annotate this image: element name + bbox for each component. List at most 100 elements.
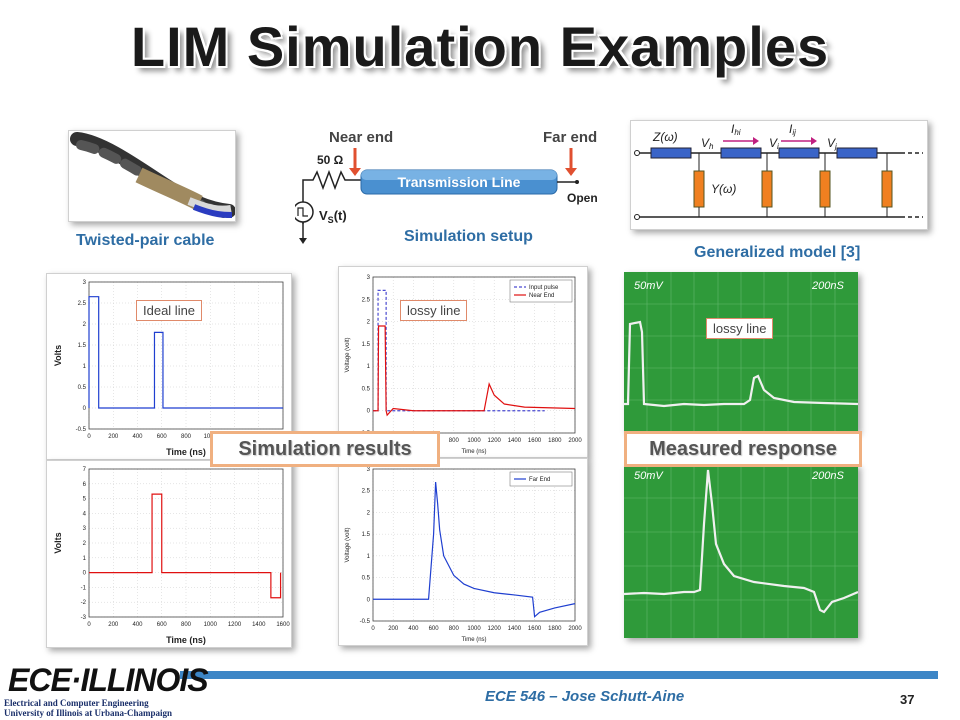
y-tick-label: 2: [83, 541, 87, 547]
legend-label: Input pulse: [529, 285, 559, 291]
y-tick-label: -3: [81, 615, 87, 621]
y-tick-label: 5: [83, 497, 87, 503]
y-tick-label: 1.5: [362, 532, 371, 538]
voltage-label: Vi: [769, 136, 779, 151]
ideal-far-plot: 0 200 400 600 800 1000 1200 1400 1600 -3 -2 -1 0 1 2 3 4…: [46, 460, 292, 648]
ideal-line-tag: Ideal line: [136, 300, 203, 321]
series-line: [373, 481, 576, 618]
y-axis-label: Volts: [53, 345, 63, 366]
page-number: 37: [900, 692, 915, 707]
slide-title: LIM Simulation Examples: [130, 15, 830, 78]
current-label: Ihi: [731, 122, 741, 137]
x-tick-label: 800: [181, 622, 192, 628]
x-tick-label: 200: [108, 434, 119, 440]
y-tick-label: 0: [367, 409, 371, 415]
scope-screen-top: 50mV 200nS: [624, 272, 859, 432]
x-tick-label: 1000: [204, 622, 218, 628]
x-tick-label: 200: [108, 622, 119, 628]
x-tick-label: 2000: [568, 438, 582, 444]
lossy-line-tag-measured: lossy line: [706, 318, 774, 339]
setup-caption: Simulation setup: [404, 228, 533, 245]
source-label: VS(t): [319, 208, 347, 225]
footer-course: ECE 546 – Jose Schutt-Aine: [485, 688, 685, 705]
x-axis-label: Time (ns): [461, 637, 486, 643]
x-tick-label: 1200: [488, 438, 502, 444]
x-tick-label: 1400: [252, 622, 266, 628]
x-tick-label: 1800: [548, 438, 562, 444]
voltage-label: Vh: [701, 136, 714, 151]
transmission-line-label: Transmission Line: [398, 174, 521, 190]
logo-subtitle: Electrical and Computer Engineering Univ…: [4, 698, 172, 718]
impedance-label: Z(ω): [652, 130, 678, 144]
y-axis-label: Voltage (volt): [345, 337, 351, 372]
legend-label: Far End: [529, 477, 550, 483]
x-tick-label: 1600: [528, 438, 542, 444]
logo-line-1: Electrical and Computer Engineering: [4, 698, 149, 708]
plot-frame: [372, 276, 576, 434]
y-tick-label: 3: [367, 467, 371, 473]
scope-volt-div-top: 50mV: [634, 280, 663, 292]
lossy-line-tag-sim: lossy line: [400, 300, 468, 321]
x-tick-label: 1400: [508, 626, 522, 632]
x-tick-label: 1200: [488, 626, 502, 632]
ideal-far-chart: 0 200 400 600 800 1000 1200 1400 1600 -3 -2 -1 0 1 2 3 4…: [53, 467, 290, 645]
footer-bar: [180, 671, 938, 679]
open-label: Open: [567, 191, 598, 205]
y-tick-label: 2.5: [362, 297, 371, 303]
legend-box: [509, 471, 573, 487]
scope-volt-div-bottom: 50mV: [634, 470, 663, 482]
y-tick-label: 1.5: [362, 342, 371, 348]
x-tick-label: 1000: [467, 438, 481, 444]
twisted-pair-image: [68, 130, 236, 222]
logo-line-2: University of Illinois at Urbana-Champai…: [4, 708, 173, 718]
x-tick-label: 400: [132, 434, 143, 440]
x-axis-label: Time (ns): [166, 447, 206, 457]
lossy-near-plot: 0200400600800100012001400160018002000-0.…: [338, 266, 588, 458]
y-tick-label: 2: [367, 320, 371, 326]
y-tick-label: -2: [81, 600, 87, 606]
y-tick-label: -0.5: [76, 427, 87, 433]
x-tick-label: 800: [181, 434, 192, 440]
plot-frame: [88, 468, 284, 618]
y-tick-label: 2.5: [362, 489, 371, 495]
model-caption: Generalized model [3]: [694, 244, 861, 261]
y-tick-label: 0.5: [362, 576, 371, 582]
x-tick-label: 1400: [508, 438, 522, 444]
series-line: [88, 296, 283, 409]
x-tick-label: 400: [408, 626, 419, 632]
y-tick-label: 0.5: [362, 386, 371, 392]
measured-response-label: Measured response: [624, 431, 862, 467]
x-tick-label: 1800: [548, 626, 562, 632]
admittance-label: Y(ω): [711, 182, 736, 196]
x-tick-label: 800: [449, 438, 460, 444]
y-axis-label: Voltage (volt): [345, 527, 351, 562]
legend-box: [509, 279, 573, 303]
y-tick-label: 1: [367, 364, 371, 370]
y-tick-label: 0: [83, 571, 87, 577]
y-tick-label: 0: [83, 406, 87, 412]
series-line: [373, 325, 576, 417]
x-tick-label: 0: [87, 434, 91, 440]
y-tick-label: 6: [83, 482, 87, 488]
y-tick-label: 2.5: [78, 301, 87, 307]
y-tick-label: 1: [83, 556, 87, 562]
x-tick-label: 2000: [568, 626, 582, 632]
lossy-near-chart: 0200400600800100012001400160018002000-0.…: [345, 275, 582, 455]
y-tick-label: 7: [83, 467, 87, 473]
y-tick-label: -1: [81, 585, 87, 591]
y-tick-label: 2: [83, 322, 87, 328]
y-tick-label: 3: [83, 526, 87, 532]
y-tick-label: 4: [83, 511, 87, 517]
x-tick-label: 0: [87, 622, 91, 628]
x-axis-label: Time (ns): [461, 449, 486, 455]
scope-screen-bottom: 50mV 200nS: [623, 464, 859, 638]
x-tick-label: 400: [132, 622, 143, 628]
y-tick-label: 3: [367, 275, 371, 281]
y-tick-label: 3: [83, 280, 87, 286]
x-axis-label: Time (ns): [166, 635, 206, 645]
series-line: [89, 493, 282, 599]
far-end-label: Far end: [543, 129, 597, 146]
y-tick-label: -0.5: [360, 619, 371, 625]
lossy-far-plot: 0 200 400 600 800 1000 1200 1400 1600 1800 2000 -0.…: [338, 458, 588, 646]
x-tick-label: 600: [157, 434, 168, 440]
